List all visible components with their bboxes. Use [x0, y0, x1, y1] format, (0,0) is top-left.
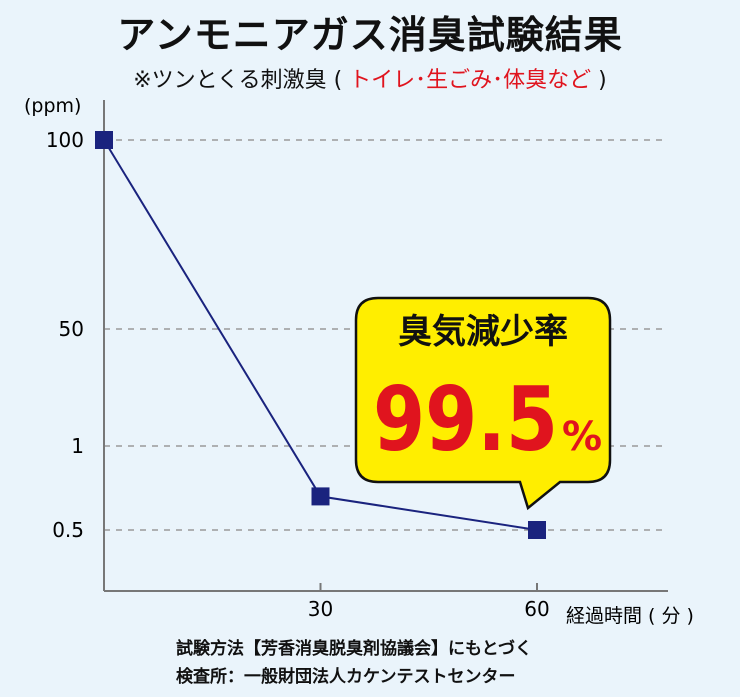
data-point-0	[95, 131, 113, 149]
data-point-2	[528, 521, 546, 539]
chart-subtitle: ※ツンとくる刺激臭 ( トイレ･生ごみ･体臭など )	[0, 62, 740, 94]
y-tick-label: 0.5	[52, 518, 84, 542]
y-tick-label: 1	[71, 434, 84, 458]
test-method-note: 試験方法【芳香消臭脱臭剤協議会】にもとづく	[176, 639, 532, 659]
y-tick-label: 100	[46, 128, 84, 152]
reduction-rate-value: 99.5	[373, 368, 558, 471]
subtitle-suffix: )	[591, 68, 607, 93]
x-tick-label: 60	[524, 597, 549, 621]
reduction-rate-label: 臭気減少率	[398, 312, 568, 352]
data-point-1	[311, 487, 330, 506]
x-axis-label: 経過時間 ( 分 )	[566, 605, 694, 627]
test-lab-note: 検査所：一般財団法人カケンテストセンター	[176, 667, 516, 687]
y-axis-label: (ppm)	[24, 95, 81, 117]
reduction-rate-unit: %	[562, 414, 602, 460]
chart-title: アンモニアガス消臭試験結果	[117, 13, 623, 57]
reduction-rate-bubble	[354, 296, 612, 511]
subtitle-prefix: ※ツンとくる刺激臭 (	[133, 68, 343, 93]
y-tick-label: 50	[59, 317, 84, 341]
x-tick-label: 30	[308, 597, 333, 621]
subtitle-examples: トイレ･生ごみ･体臭など	[342, 68, 592, 93]
